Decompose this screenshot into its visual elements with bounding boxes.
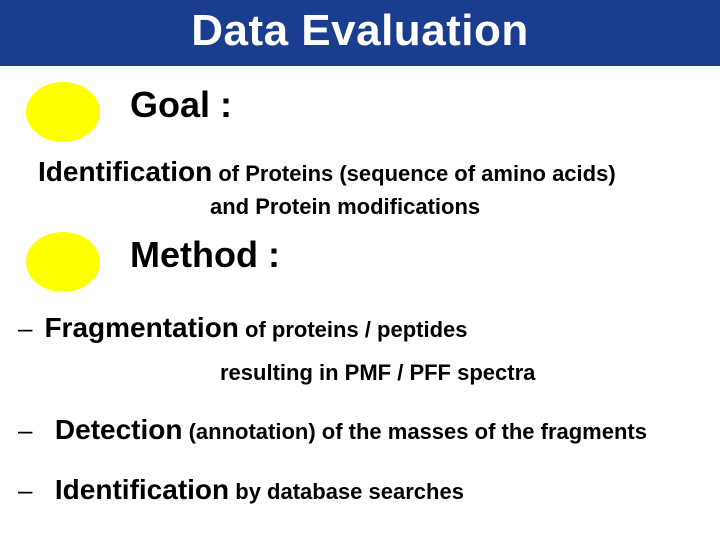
method-item-3-rest: by database searches — [229, 479, 464, 504]
goal-line1-emph: Identification — [38, 156, 212, 187]
goal-line2-wrap: and Protein modifications — [210, 194, 480, 220]
goal-heading-wrap: Goal : — [130, 84, 232, 126]
goal-line2: and Protein modifications — [210, 194, 480, 219]
dash-icon: – — [18, 415, 40, 446]
method-item-2: – Detection (annotation) of the masses o… — [18, 414, 718, 446]
method-item-1-sub-wrap: resulting in PMF / PFF spectra — [220, 360, 535, 386]
title-bar: Data Evaluation — [0, 0, 720, 66]
slide-title: Data Evaluation — [0, 6, 720, 56]
method-item-1-rest: of proteins / peptides — [239, 317, 468, 342]
dash-icon: – — [18, 475, 40, 506]
method-item-1-sub: resulting in PMF / PFF spectra — [220, 360, 535, 385]
bullet-icon — [26, 82, 100, 142]
method-heading-wrap: Method : — [130, 234, 280, 276]
goal-heading: Goal : — [130, 84, 232, 125]
bullet-icon — [26, 232, 100, 292]
method-heading: Method : — [130, 234, 280, 275]
method-item-2-emph: Detection — [55, 414, 183, 445]
dash-icon: – — [18, 313, 40, 344]
slide: Data Evaluation Goal : Identification of… — [0, 0, 720, 540]
goal-line1-rest: of Proteins (sequence of amino acids) — [212, 161, 615, 186]
method-item-3: – Identification by database searches — [18, 474, 708, 506]
method-item-1: – Fragmentation of proteins / peptides — [18, 312, 708, 344]
method-item-2-rest: (annotation) of the masses of the fragme… — [182, 419, 647, 444]
goal-line1: Identification of Proteins (sequence of … — [38, 156, 698, 188]
method-item-3-emph: Identification — [55, 474, 229, 505]
method-item-1-emph: Fragmentation — [44, 312, 238, 343]
